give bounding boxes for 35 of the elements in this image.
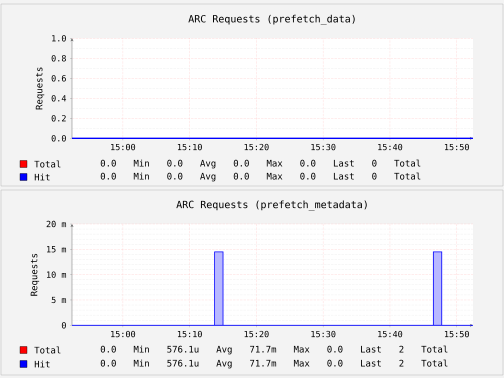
x-tick-label: 15:30 [311,144,336,150]
y-tick-label: 0.8 [52,55,66,62]
y-tick-label: 10 m [47,271,66,278]
chart-title: ARC Requests (prefetch_data) [188,14,355,25]
x-tick-label: 15:10 [178,330,202,338]
y-tick-label: 1.0 [52,35,66,42]
x-tick-label: 15:20 [244,330,269,338]
y-tick-label: 15 m [47,246,66,252]
x-tick-label: 15:50 [444,144,469,150]
y-tick-label: 0.2 [52,115,66,122]
text: Hit [34,360,50,368]
x-tick-label: 15:20 [244,144,269,150]
x-tick-label: 15:30 [311,330,336,338]
x-tick-label: 15:40 [378,144,402,150]
y-tick-label: 5 m [52,296,66,304]
x-tick-label: 15:10 [178,144,202,150]
text: 0.0 Min 576.1u Avg 71.7m Max 0.0 Last 2 Total [100,360,448,368]
x-tick-label: 15:00 [111,330,136,338]
text: 0.0 Min 0.0 Avg 0.0 Max 0.0 Last 0 Total [100,172,420,182]
chart-title: ARC Requests (prefetch_metadata) [176,200,367,210]
y-tick-label: 0.4 [52,95,66,102]
legend-label: Hit [34,174,50,180]
text: 0.0 Min 576.1u Avg 71.7m Max 0.0 Last 2 Total [100,346,448,354]
y-tick-label: 0 [62,322,66,329]
x-tick-label: 15:00 [111,144,136,150]
y-tick-label: 0.6 [52,75,66,82]
legend-label: Total [34,160,60,168]
y-tick-label: 0.0 [52,135,66,142]
y-axis-title: Requests [36,68,44,110]
y-tick-label: 20 m [46,220,66,228]
x-tick-label: 15:40 [378,330,402,338]
text: 0.0 Min 0.0 Avg 0.0 Max 0.0 Last 0 Total [100,160,420,168]
x-tick-label: 15:50 [444,330,469,338]
y-axis-title: Requests [30,254,40,296]
legend-label: Total [34,346,60,354]
